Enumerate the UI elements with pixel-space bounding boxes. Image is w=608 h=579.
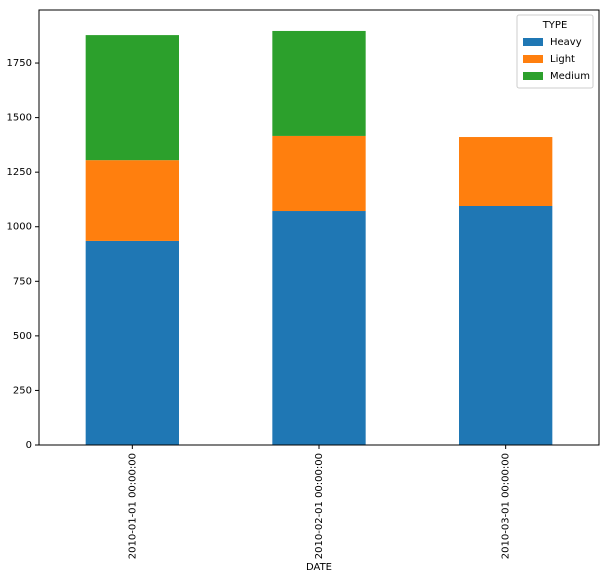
- y-tick-label: 250: [13, 385, 32, 396]
- bar-segment: [272, 135, 366, 212]
- legend-swatch: [523, 55, 543, 63]
- x-tick-label: 2010-02-01 00:00:00: [314, 453, 325, 559]
- x-tick-label: 2010-03-01 00:00:00: [501, 453, 512, 559]
- x-tick-label: 2010-01-01 00:00:00: [127, 453, 138, 559]
- y-tick-label: 1250: [7, 167, 32, 178]
- y-tick-label: 0: [26, 440, 32, 451]
- bar-segment: [272, 211, 366, 445]
- plot-frame: [38, 9, 600, 446]
- bar-segment: [85, 35, 179, 161]
- y-tick-label: 750: [13, 276, 32, 287]
- y-tick-label: 500: [13, 331, 32, 342]
- y-tick-label: 1500: [7, 113, 32, 124]
- y-tick-label: 1750: [7, 58, 32, 69]
- bar-segment: [85, 240, 179, 445]
- bar-segment: [459, 137, 553, 207]
- y-tick-label: 1000: [7, 222, 32, 233]
- bar-segment: [85, 160, 179, 241]
- legend-title: TYPE: [542, 20, 568, 31]
- legend-label: Light: [550, 54, 575, 65]
- x-axis-label: DATE: [306, 562, 332, 573]
- legend-swatch: [523, 38, 543, 46]
- legend-label: Heavy: [550, 37, 582, 48]
- legend-box: [516, 14, 594, 89]
- bar-segment: [272, 30, 366, 136]
- legend-label: Medium: [550, 71, 590, 82]
- bar-segment: [459, 206, 553, 445]
- legend-swatch: [523, 72, 543, 80]
